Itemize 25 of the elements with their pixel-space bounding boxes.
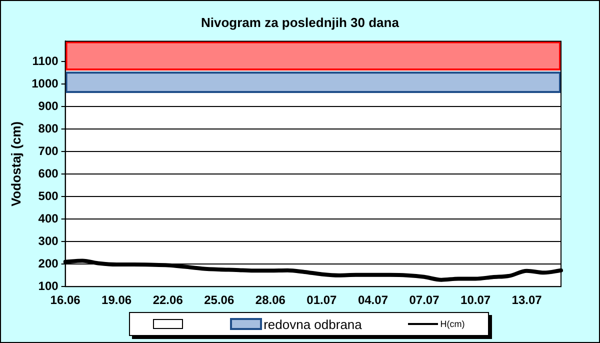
x-tick-label: 07.07 bbox=[409, 293, 440, 308]
y-tick-label: 800 bbox=[38, 121, 59, 136]
y-tick-label: 600 bbox=[38, 166, 59, 180]
x-tick-label: 04.07 bbox=[358, 293, 388, 308]
x-tick-label: 28.06 bbox=[255, 293, 286, 308]
y-tick-label: 300 bbox=[38, 234, 59, 248]
y-tick-label: 400 bbox=[38, 211, 59, 226]
x-tick-label: 25.06 bbox=[204, 293, 234, 308]
y-tick-label: 200 bbox=[38, 256, 59, 270]
x-tick-label: 22.06 bbox=[152, 293, 184, 308]
y-tick-label: 500 bbox=[38, 188, 59, 203]
legend-label: H(cm) bbox=[440, 319, 465, 329]
legend-label: redovna odbrana bbox=[264, 316, 362, 332]
chart-title: Nivogram za poslednjih 30 dana bbox=[200, 15, 400, 30]
y-tick-label: 700 bbox=[38, 144, 59, 158]
x-tick-label: 19.06 bbox=[102, 293, 132, 308]
y-tick-label: 100 bbox=[38, 278, 59, 293]
y-tick-label: 1100 bbox=[32, 54, 59, 68]
y-tick-label: 900 bbox=[38, 98, 59, 113]
x-tick-label: 16.06 bbox=[50, 293, 81, 308]
x-tick-label: 10.07 bbox=[460, 293, 491, 308]
x-tick-label: 13.07 bbox=[512, 293, 542, 308]
x-tick-label: 01.07 bbox=[306, 293, 338, 308]
y-tick-label: 1000 bbox=[32, 76, 59, 90]
y-axis-title: Vodostaj (cm) bbox=[8, 121, 24, 206]
